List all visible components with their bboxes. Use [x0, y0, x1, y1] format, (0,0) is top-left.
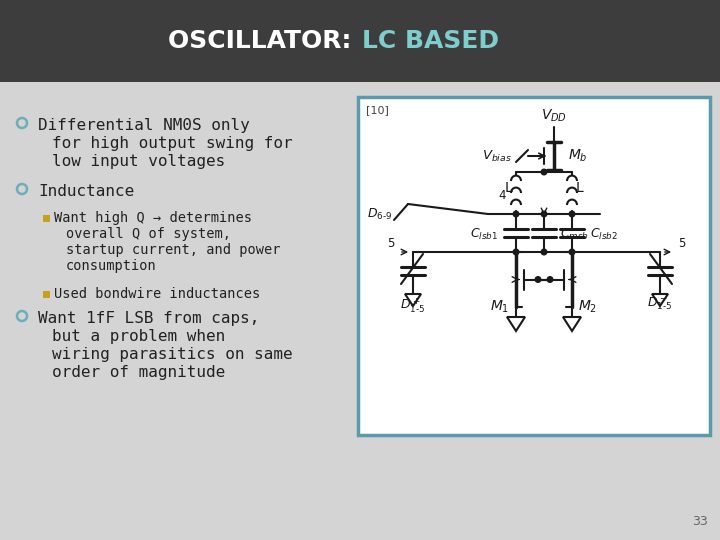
FancyBboxPatch shape [0, 82, 720, 540]
Bar [43, 291, 50, 298]
Text: consumption: consumption [66, 259, 157, 273]
Text: $M_b$: $M_b$ [568, 148, 588, 164]
Text: $D_{6\text{-}9}$: $D_{6\text{-}9}$ [366, 206, 392, 221]
Text: 5: 5 [387, 237, 395, 250]
Circle shape [513, 249, 519, 255]
Text: L: L [504, 181, 512, 195]
Circle shape [541, 249, 546, 255]
Text: LC BASED: LC BASED [362, 29, 499, 53]
Circle shape [570, 211, 575, 217]
Text: 5: 5 [678, 237, 685, 250]
Text: wiring parasitics on same: wiring parasitics on same [52, 347, 292, 362]
Text: L: L [576, 181, 584, 195]
Text: Want 1fF LSB from caps,: Want 1fF LSB from caps, [38, 311, 259, 326]
Text: Inductance: Inductance [38, 184, 134, 199]
Circle shape [513, 211, 519, 217]
Text: $C_{lsb1}$: $C_{lsb1}$ [470, 226, 498, 241]
Text: but a problem when: but a problem when [52, 329, 225, 344]
Circle shape [535, 276, 541, 282]
Text: Differential NM0S only: Differential NM0S only [38, 118, 250, 133]
Text: $V_{bias}$: $V_{bias}$ [482, 148, 512, 164]
Text: Want high Q → determines: Want high Q → determines [54, 211, 252, 225]
Text: overall Q of system,: overall Q of system, [66, 227, 231, 241]
Text: order of magnitude: order of magnitude [52, 365, 225, 380]
Text: 33: 33 [692, 515, 708, 528]
Text: OSCILLATOR:: OSCILLATOR: [168, 29, 360, 53]
Circle shape [570, 249, 575, 255]
Text: low input voltages: low input voltages [52, 154, 225, 169]
Text: 4: 4 [498, 189, 505, 202]
Text: for high output swing for: for high output swing for [52, 136, 292, 151]
FancyBboxPatch shape [0, 0, 720, 82]
FancyBboxPatch shape [358, 97, 710, 435]
Text: $D^-_{1\text{-}5}$: $D^-_{1\text{-}5}$ [647, 296, 672, 313]
Text: $D^+_{1\text{-}5}$: $D^+_{1\text{-}5}$ [400, 296, 426, 315]
Text: $C_{msb}$: $C_{msb}$ [560, 226, 589, 241]
Text: Used bondwire inductances: Used bondwire inductances [54, 287, 260, 301]
Text: $C_{lsb2}$: $C_{lsb2}$ [590, 226, 618, 241]
Circle shape [547, 276, 553, 282]
Circle shape [541, 211, 546, 217]
Text: $M_1$: $M_1$ [490, 299, 510, 315]
Text: [10]: [10] [366, 105, 389, 115]
Text: $V_{DD}$: $V_{DD}$ [541, 107, 567, 124]
Text: startup current, and power: startup current, and power [66, 243, 281, 257]
Circle shape [541, 169, 546, 175]
Bar [43, 215, 50, 222]
Text: $M_2$: $M_2$ [578, 299, 598, 315]
